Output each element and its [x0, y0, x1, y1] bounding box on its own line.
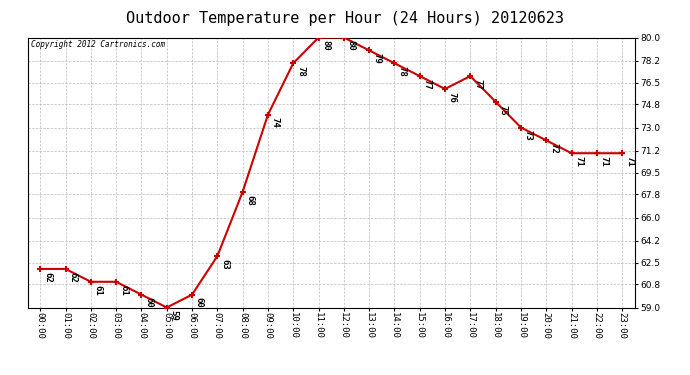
Text: 72: 72	[549, 143, 558, 154]
Text: 59: 59	[170, 310, 179, 321]
Text: 61: 61	[94, 285, 103, 296]
Text: 80: 80	[322, 40, 331, 51]
Text: 77: 77	[473, 79, 482, 90]
Text: 77: 77	[422, 79, 431, 90]
Text: 71: 71	[574, 156, 583, 167]
Text: 60: 60	[144, 297, 153, 308]
Text: 62: 62	[43, 272, 52, 282]
Text: 61: 61	[119, 285, 128, 296]
Text: 76: 76	[448, 92, 457, 102]
Text: 74: 74	[270, 117, 279, 128]
Text: 63: 63	[220, 259, 229, 270]
Text: Outdoor Temperature per Hour (24 Hours) 20120623: Outdoor Temperature per Hour (24 Hours) …	[126, 11, 564, 26]
Text: 75: 75	[498, 105, 507, 116]
Text: Copyright 2012 Cartronics.com: Copyright 2012 Cartronics.com	[30, 40, 165, 49]
Text: 71: 71	[625, 156, 634, 167]
Text: 78: 78	[397, 66, 406, 77]
Text: 73: 73	[524, 130, 533, 141]
Text: 78: 78	[296, 66, 305, 77]
Text: 68: 68	[246, 195, 255, 206]
Text: 71: 71	[600, 156, 609, 167]
Text: 79: 79	[372, 53, 381, 64]
Text: 80: 80	[346, 40, 355, 51]
Text: 62: 62	[68, 272, 77, 282]
Text: 60: 60	[195, 297, 204, 308]
